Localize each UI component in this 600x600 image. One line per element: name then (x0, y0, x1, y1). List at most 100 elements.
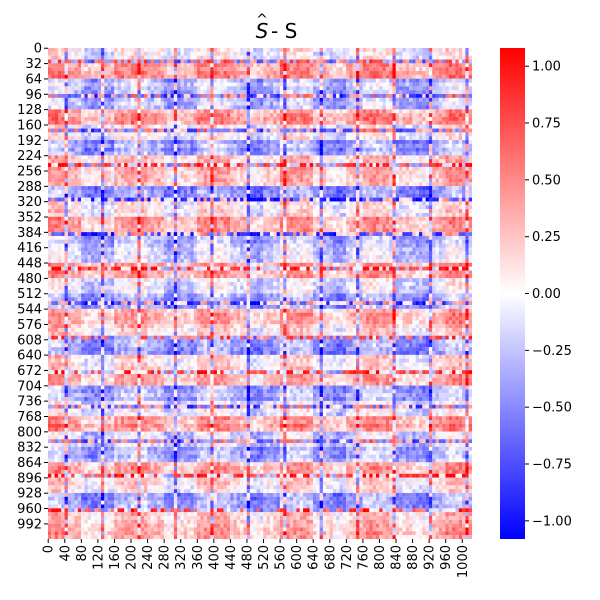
heatmap-cell (412, 109, 416, 114)
heatmap-cell (266, 193, 270, 198)
heatmap-cell (409, 166, 413, 171)
heatmap-cell (266, 55, 270, 60)
heatmap-cell (124, 151, 128, 156)
heatmap-cell (84, 189, 88, 194)
heatmap-cell (339, 101, 343, 106)
heatmap-cell (233, 113, 237, 118)
heatmap-cell (448, 174, 453, 179)
heatmap-cell (303, 189, 307, 194)
heatmap-cell (402, 86, 406, 91)
heatmap-cell (183, 193, 188, 198)
heatmap-cell (216, 78, 221, 83)
heatmap-cell (87, 128, 92, 133)
heatmap-cell (362, 159, 367, 164)
heatmap-cell (369, 90, 373, 95)
heatmap-cell (402, 189, 406, 194)
heatmap-cell (147, 159, 151, 164)
heatmap-cell (64, 140, 68, 144)
heatmap-cell (428, 163, 433, 167)
heatmap-cell (419, 124, 423, 129)
heatmap-cell (260, 67, 264, 72)
heatmap-cell (223, 186, 227, 190)
heatmap-cell (372, 105, 376, 110)
heatmap-cell (177, 124, 181, 129)
heatmap-cell (435, 55, 439, 60)
heatmap-cell (127, 48, 131, 52)
heatmap-cell (200, 189, 204, 194)
heatmap-cell (134, 163, 138, 167)
heatmap-cell (180, 193, 184, 198)
heatmap-cell (438, 143, 443, 148)
heatmap-cell (48, 193, 52, 198)
heatmap-cell (107, 189, 111, 194)
heatmap-cell (187, 51, 191, 56)
heatmap-cell (352, 166, 357, 171)
heatmap-cell (283, 117, 287, 121)
heatmap-cell (336, 82, 340, 87)
heatmap-cell (81, 105, 85, 110)
heatmap-cell (438, 128, 443, 133)
heatmap-cell (455, 193, 459, 198)
heatmap-cell (276, 105, 280, 110)
heatmap-cell (140, 178, 145, 183)
heatmap-cell (51, 63, 55, 68)
heatmap-cell (442, 132, 446, 137)
heatmap-cell (157, 101, 161, 106)
heatmap-cell (240, 90, 244, 95)
heatmap-cell (256, 74, 261, 79)
heatmap-cell (48, 78, 52, 83)
heatmap-cell (452, 105, 456, 110)
heatmap-cell (61, 120, 65, 125)
heatmap-cell (210, 74, 214, 79)
heatmap-cell (107, 136, 111, 141)
heatmap-cell (114, 63, 118, 68)
heatmap-cell (180, 55, 184, 60)
heatmap-cell (216, 124, 221, 129)
heatmap-cell (279, 63, 284, 68)
heatmap-cell (230, 182, 234, 187)
heatmap-cell (167, 59, 171, 64)
heatmap-cell (422, 128, 426, 133)
heatmap-cell (455, 48, 459, 52)
heatmap-cell (173, 174, 178, 179)
heatmap-cell (299, 128, 304, 133)
heatmap-cell (296, 74, 300, 79)
heatmap-cell (173, 78, 178, 83)
heatmap-cell (77, 147, 82, 152)
heatmap-cell (342, 140, 347, 144)
heatmap-cell (87, 55, 92, 60)
heatmap-cell (207, 86, 211, 91)
heatmap-cell (448, 109, 453, 114)
heatmap-cell (356, 67, 360, 72)
heatmap-cell (352, 101, 357, 106)
heatmap-cell (190, 63, 194, 68)
heatmap-cell (187, 82, 191, 87)
heatmap-cell (319, 182, 323, 187)
heatmap-cell (399, 140, 403, 144)
heatmap-cell (438, 178, 443, 183)
heatmap-cell (438, 90, 443, 95)
heatmap-cell (48, 128, 52, 133)
heatmap-cell (260, 189, 264, 194)
heatmap-cell (392, 82, 396, 87)
heatmap-cell (240, 147, 244, 152)
heatmap-cell (226, 128, 231, 133)
heatmap-cell (369, 71, 373, 75)
heatmap-cell (57, 155, 62, 160)
heatmap-cell (154, 105, 158, 110)
heatmap-cell (61, 97, 65, 102)
heatmap-cell (256, 59, 261, 64)
heatmap-cell (256, 120, 261, 125)
heatmap-cell (236, 124, 241, 129)
heatmap-cell (177, 67, 181, 72)
heatmap-cell (157, 147, 161, 152)
heatmap-cell (134, 101, 138, 106)
heatmap-cell (329, 147, 333, 152)
heatmap-cell (422, 143, 426, 148)
heatmap-cell (167, 55, 171, 60)
heatmap-cell (64, 67, 68, 72)
heatmap-cell (279, 71, 284, 75)
heatmap-cell (356, 59, 360, 64)
heatmap-cell (61, 182, 65, 187)
